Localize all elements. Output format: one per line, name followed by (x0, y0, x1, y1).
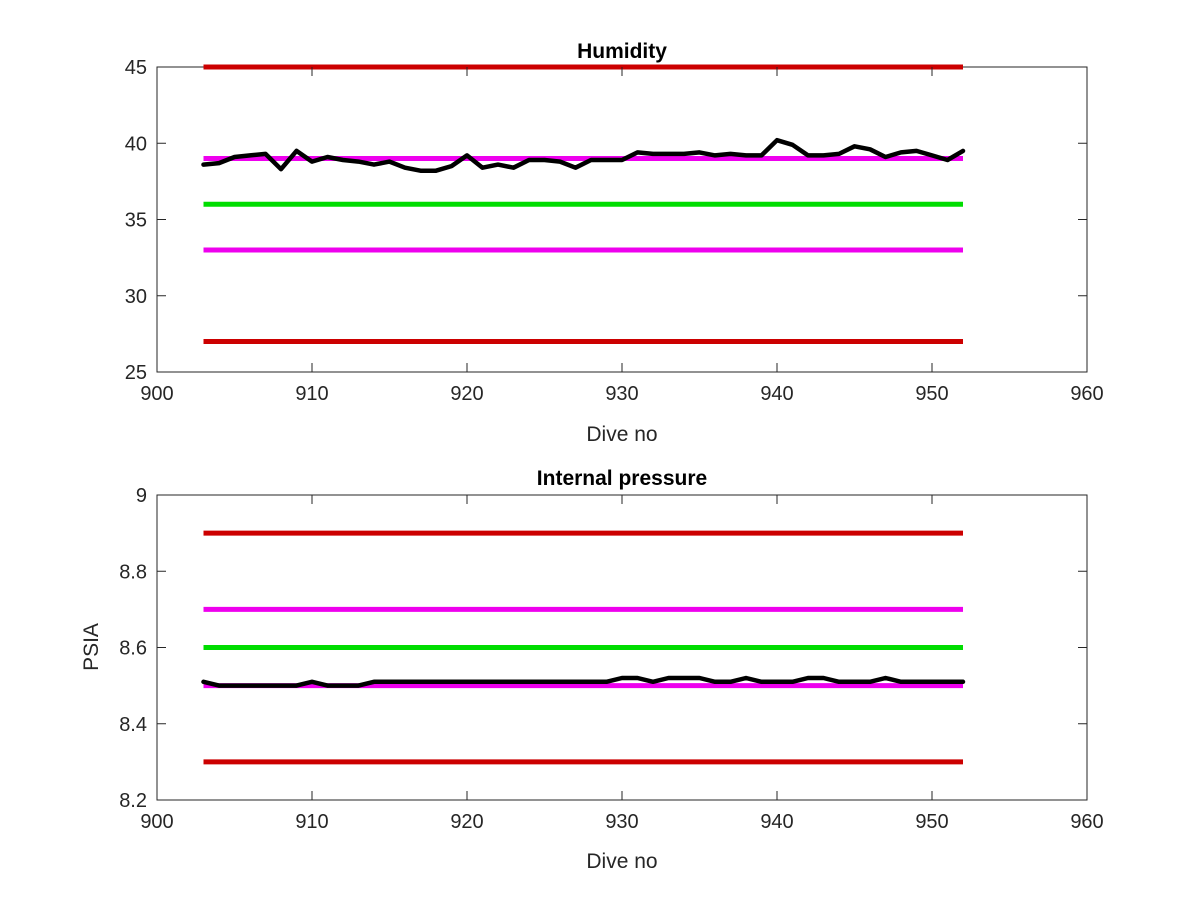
humidity-x-tick-label: 950 (915, 383, 948, 405)
humidity-x-tick-label: 920 (450, 383, 483, 405)
humidity-x-tick-label: 900 (140, 383, 173, 405)
humidity-y-tick-label: 30 (125, 286, 147, 308)
pressure-x-tick-label: 940 (760, 811, 793, 833)
pressure-x-axis-label: Dive no (586, 850, 657, 873)
pressure-x-tick-label: 960 (1070, 811, 1103, 833)
pressure-data-line (201, 675, 966, 688)
humidity-series-lines (201, 137, 966, 173)
humidity-y-tick-label: 25 (125, 362, 147, 384)
humidity-x-tick-label: 930 (605, 383, 638, 405)
humidity-x-axis-label: Dive no (586, 423, 657, 446)
pressure-x-tick-label: 950 (915, 811, 948, 833)
humidity-panel: 900 910 920 930 940 950 960 25 30 35 40 45 Humidity… (125, 40, 1104, 446)
pressure-y-tick-label: 9 (136, 485, 147, 507)
humidity-y-tick-label: 45 (125, 57, 147, 79)
pressure-title: Internal pressure (537, 467, 707, 490)
pressure-axis-ticks: 900 910 920 930 940 950 960 8.2 8.4 8.6 8.8 9 (119, 485, 1104, 833)
humidity-x-tick-label: 940 (760, 383, 793, 405)
internal-pressure-panel: 900 910 920 930 940 950 960 8.2 8.4 8.6 8.8 9 Inter… (80, 467, 1104, 873)
humidity-x-tick-label: 960 (1070, 383, 1103, 405)
humidity-axis-ticks: 900 910 920 930 940 950 960 25 30 35 40 45 (125, 57, 1104, 405)
humidity-plot-frame (156, 66, 1088, 373)
humidity-x-tick-label: 910 (295, 383, 328, 405)
pressure-x-tick-label: 920 (450, 811, 483, 833)
pressure-x-tick-label: 900 (140, 811, 173, 833)
pressure-y-tick-label: 8.8 (119, 561, 147, 583)
pressure-y-tick-label: 8.6 (119, 638, 147, 660)
pressure-y-tick-label: 8.4 (119, 714, 147, 736)
humidity-y-tick-label: 35 (125, 210, 147, 232)
pressure-y-tick-label: 8.2 (119, 790, 147, 812)
humidity-data-line (201, 137, 966, 173)
humidity-y-tick-label: 40 (125, 133, 147, 155)
pressure-x-tick-label: 930 (605, 811, 638, 833)
pressure-x-tick-label: 910 (295, 811, 328, 833)
humidity-title: Humidity (577, 40, 667, 63)
pressure-series-lines (201, 675, 966, 688)
pressure-y-axis-label: PSIA (80, 623, 103, 671)
